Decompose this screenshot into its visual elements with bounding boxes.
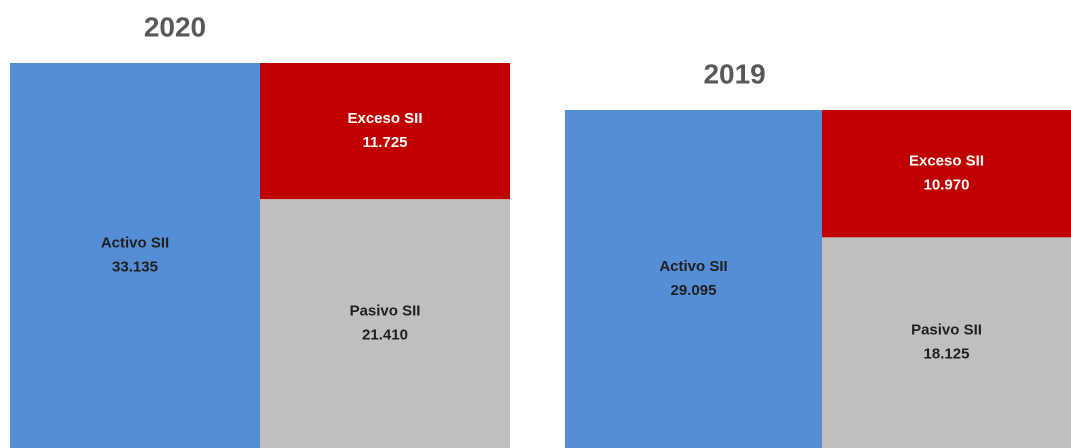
chart-title: 2019 (703, 58, 765, 89)
segment-value: 10.970 (924, 177, 970, 194)
segment (10, 63, 260, 448)
segment-value: 18.125 (924, 346, 970, 363)
segment-value: 29.095 (671, 282, 717, 299)
segment (822, 109, 1071, 238)
segment (565, 109, 822, 448)
chart-title: 2020 (144, 11, 206, 42)
segment-value: 11.725 (362, 134, 407, 151)
segment (260, 63, 510, 200)
segment-name: Activo SII (659, 258, 727, 275)
segment (822, 237, 1071, 448)
segment-name: Pasivo SII (911, 322, 982, 339)
segment-name: Exceso SII (909, 153, 984, 170)
segment-name: Activo SII (101, 234, 169, 251)
segment (260, 199, 510, 448)
segment-name: Exceso SII (347, 110, 422, 127)
segment-value: 21.410 (362, 327, 408, 344)
segment-name: Pasivo SII (350, 303, 421, 320)
segment-value: 33.135 (112, 258, 158, 275)
